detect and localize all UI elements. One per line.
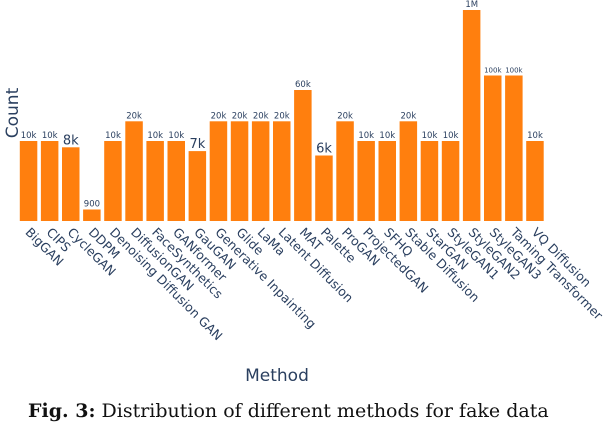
bar-stylegan2 bbox=[462, 10, 481, 221]
bar-ganformer bbox=[167, 141, 185, 221]
value-label: 10k bbox=[422, 131, 438, 141]
bar-cips bbox=[40, 141, 59, 221]
value-label: 20k bbox=[211, 111, 227, 121]
value-label: 10k bbox=[379, 131, 395, 141]
figure-number: Fig. 3: bbox=[28, 400, 96, 422]
bar-generative-inpainting bbox=[209, 121, 228, 221]
value-label: 20k bbox=[253, 111, 269, 121]
bar-sfhq bbox=[378, 141, 396, 221]
bar-latent-diffusion bbox=[273, 121, 291, 221]
figure-caption: Fig. 3: Distribution of different method… bbox=[28, 400, 549, 422]
value-label: 20k bbox=[337, 111, 353, 121]
bar-palette bbox=[315, 155, 333, 221]
bar-progan bbox=[336, 121, 354, 221]
value-label: 900 bbox=[84, 200, 100, 210]
value-label: 20k bbox=[401, 111, 417, 121]
value-label: 60k bbox=[295, 80, 311, 90]
value-label: 10k bbox=[168, 131, 184, 141]
value-label: 1M bbox=[465, 0, 478, 10]
bar-diffusiongan bbox=[125, 121, 143, 221]
bar-stable-diffusion bbox=[399, 121, 418, 221]
value-label: 6k bbox=[316, 142, 332, 157]
x-tick-label: Taming Transformer bbox=[507, 224, 606, 323]
bar-ddpm bbox=[83, 209, 101, 221]
bar-facesynthetics bbox=[146, 141, 164, 221]
bar-cyclegan bbox=[62, 147, 80, 221]
y-axis-label: Count bbox=[3, 87, 23, 138]
bars-group bbox=[19, 10, 544, 221]
bar-stylegan1 bbox=[441, 141, 460, 221]
bar-mat bbox=[294, 90, 312, 221]
bar-chart: 10k 10k 8k 900 10k 20k 10k 10k 7k 20k 20k 20k 20k 60k… bbox=[3, 0, 606, 386]
bar-glide bbox=[230, 121, 249, 221]
figure-caption-text: Distribution of different methods for fa… bbox=[101, 400, 549, 422]
value-label: 100k bbox=[484, 67, 502, 75]
value-label: 10k bbox=[147, 131, 163, 141]
value-label: 10k bbox=[443, 131, 459, 141]
value-label: 10k bbox=[358, 131, 374, 141]
value-label: 10k bbox=[21, 131, 37, 141]
value-label: 10k bbox=[42, 131, 58, 141]
value-label: 10k bbox=[527, 131, 543, 141]
bar-lama bbox=[251, 121, 270, 221]
value-label: 20k bbox=[126, 111, 142, 121]
value-label: 10k bbox=[105, 131, 121, 141]
bar-projectedgan bbox=[357, 141, 375, 221]
bar-taming-transformer bbox=[505, 75, 523, 221]
value-label: 7k bbox=[189, 137, 205, 152]
value-labels-group: 10k 10k 8k 900 10k 20k 10k 10k 7k 20k 20k 20k 20k 60k… bbox=[21, 0, 543, 210]
bar-stylegan3 bbox=[484, 75, 502, 221]
bar-gaugan bbox=[188, 151, 207, 221]
value-label: 20k bbox=[274, 111, 290, 121]
value-label: 8k bbox=[63, 133, 79, 148]
bar-denoising-diffusion-gan bbox=[104, 141, 122, 221]
value-label: 100k bbox=[505, 67, 523, 75]
value-label: 20k bbox=[232, 111, 248, 121]
x-axis-label: Method bbox=[245, 366, 309, 386]
bar-biggan bbox=[19, 141, 38, 221]
bar-stargan bbox=[420, 141, 439, 221]
bar-vq-diffusion bbox=[526, 141, 544, 221]
